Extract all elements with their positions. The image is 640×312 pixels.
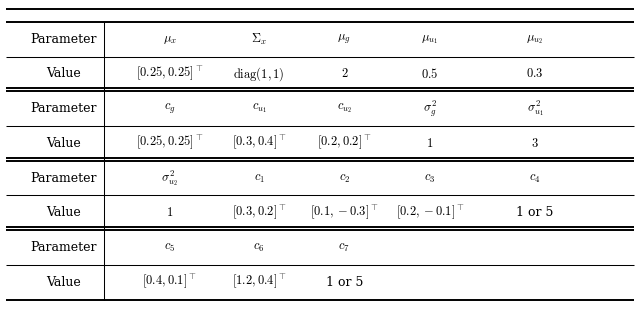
Text: $\mu_g$: $\mu_g$ bbox=[337, 33, 351, 46]
Text: $[0.2,0.2]^{\top}$: $[0.2,0.2]^{\top}$ bbox=[317, 134, 372, 152]
Text: $c_{u_1}$: $c_{u_1}$ bbox=[252, 102, 267, 115]
Text: Parameter: Parameter bbox=[31, 33, 97, 46]
Text: Value: Value bbox=[47, 206, 81, 219]
Text: $\Sigma_x$: $\Sigma_x$ bbox=[251, 32, 268, 47]
Text: $\sigma_g^2$: $\sigma_g^2$ bbox=[423, 99, 437, 119]
Text: $[0.3,0.2]^{\top}$: $[0.3,0.2]^{\top}$ bbox=[232, 204, 287, 222]
Text: $[0.1,-0.3]^{\top}$: $[0.1,-0.3]^{\top}$ bbox=[310, 204, 379, 222]
Text: $\mathrm{diag}(1,1)$: $\mathrm{diag}(1,1)$ bbox=[234, 65, 285, 83]
Text: $1$: $1$ bbox=[166, 206, 173, 219]
Text: $[0.25,0.25]^{\top}$: $[0.25,0.25]^{\top}$ bbox=[136, 134, 204, 152]
Text: $c_6$: $c_6$ bbox=[253, 241, 265, 254]
Text: $\sigma_{u_2}^2$: $\sigma_{u_2}^2$ bbox=[161, 168, 178, 188]
Text: 1 or 5: 1 or 5 bbox=[326, 276, 363, 289]
Text: $c_{u_2}$: $c_{u_2}$ bbox=[337, 102, 352, 115]
Text: $\sigma_{u_1}^2$: $\sigma_{u_1}^2$ bbox=[527, 99, 543, 119]
Text: $\mu_x$: $\mu_x$ bbox=[163, 33, 177, 46]
Text: $0.5$: $0.5$ bbox=[421, 67, 439, 81]
Text: $[0.3,0.4]^{\top}$: $[0.3,0.4]^{\top}$ bbox=[232, 134, 287, 152]
Text: Parameter: Parameter bbox=[31, 172, 97, 184]
Text: $1$: $1$ bbox=[426, 137, 434, 150]
Text: $c_g$: $c_g$ bbox=[164, 102, 175, 116]
Text: $[0.2,-0.1]^{\top}$: $[0.2,-0.1]^{\top}$ bbox=[396, 204, 465, 222]
Text: 1 or 5: 1 or 5 bbox=[516, 206, 554, 219]
Text: $\mu_{u_1}$: $\mu_{u_1}$ bbox=[422, 33, 438, 46]
Text: $c_5$: $c_5$ bbox=[164, 241, 175, 254]
Text: $[0.25,0.25]^{\top}$: $[0.25,0.25]^{\top}$ bbox=[136, 65, 204, 83]
Text: $0.3$: $0.3$ bbox=[526, 67, 544, 80]
Text: $c_2$: $c_2$ bbox=[339, 172, 350, 184]
Text: Value: Value bbox=[47, 137, 81, 150]
Text: $[1.2,0.4]^{\top}$: $[1.2,0.4]^{\top}$ bbox=[232, 273, 287, 291]
Text: $c_1$: $c_1$ bbox=[253, 172, 265, 184]
Text: $[0.4,0.1]^{\top}$: $[0.4,0.1]^{\top}$ bbox=[142, 273, 197, 291]
Text: $3$: $3$ bbox=[531, 137, 539, 150]
Text: $c_4$: $c_4$ bbox=[529, 172, 541, 184]
Text: $c_3$: $c_3$ bbox=[424, 172, 436, 184]
Text: Value: Value bbox=[47, 276, 81, 289]
Text: Parameter: Parameter bbox=[31, 241, 97, 254]
Text: $\mu_{u_2}$: $\mu_{u_2}$ bbox=[527, 33, 543, 46]
Text: $c_7$: $c_7$ bbox=[339, 241, 350, 254]
Text: Parameter: Parameter bbox=[31, 102, 97, 115]
Text: $2$: $2$ bbox=[340, 67, 348, 80]
Text: Value: Value bbox=[47, 67, 81, 80]
